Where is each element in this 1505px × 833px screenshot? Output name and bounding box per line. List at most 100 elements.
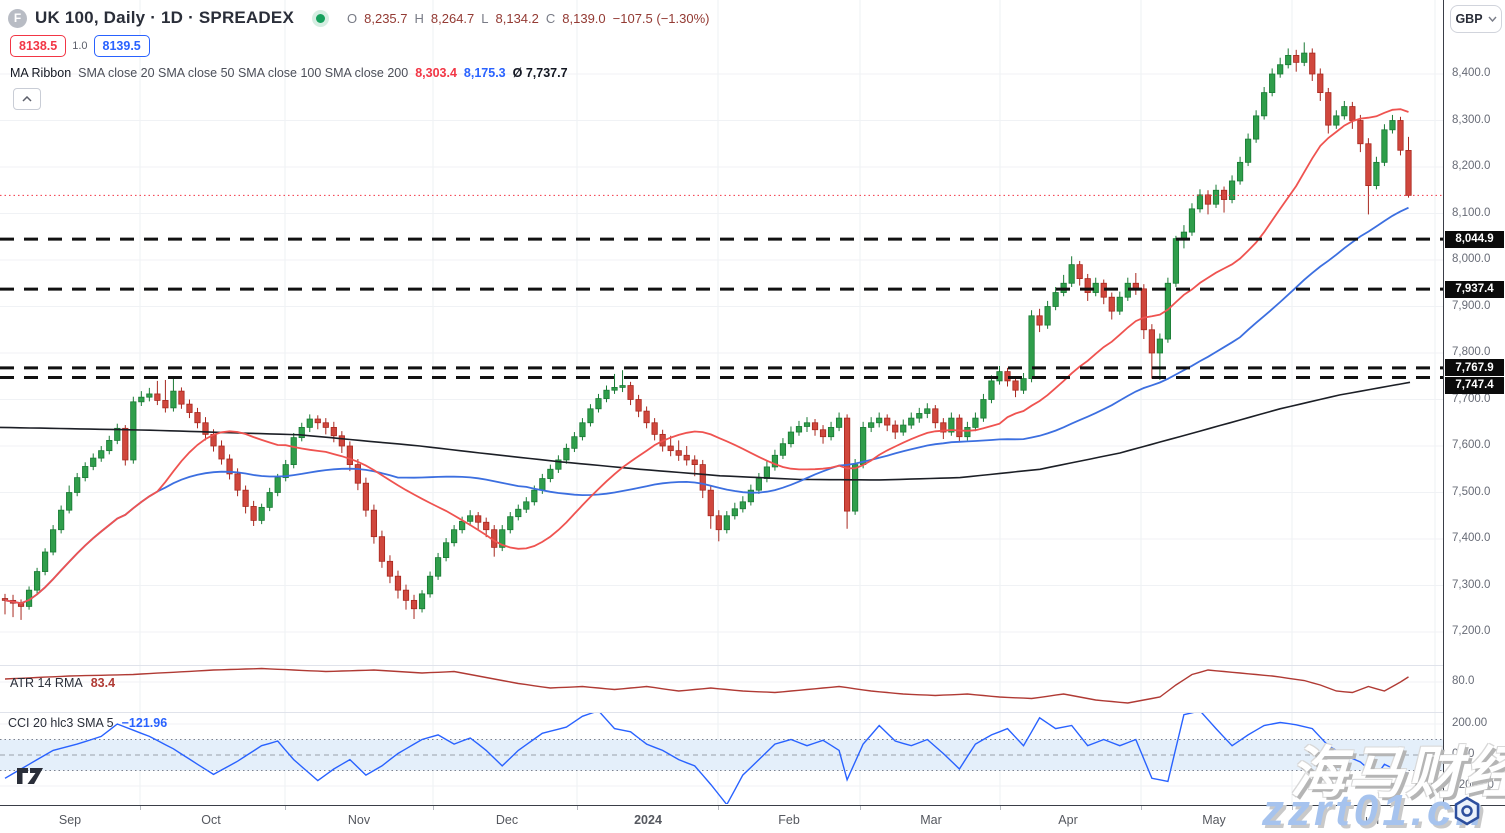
candle-up	[258, 506, 265, 521]
candle-up	[779, 443, 787, 456]
candle-down	[667, 445, 674, 452]
low-value: 8,134.2	[495, 10, 539, 26]
candle-down	[1349, 106, 1356, 121]
candle-down	[354, 464, 361, 484]
candle-up	[988, 380, 995, 400]
candle-up	[972, 417, 979, 428]
candle-up	[835, 417, 843, 428]
atr-line[interactable]	[4, 667, 1409, 704]
ma-ribbon-legend[interactable]: MA Ribbon SMA close 20 SMA close 50 SMA …	[10, 66, 568, 80]
collapse-legend-button[interactable]	[13, 88, 41, 110]
candle-down	[819, 429, 827, 438]
candle-down	[122, 427, 129, 461]
candle-down	[1140, 288, 1147, 331]
candle-up	[1156, 338, 1163, 354]
candle-up	[747, 489, 754, 503]
candle-down	[884, 417, 891, 426]
candle-down	[242, 489, 249, 507]
sma20-line[interactable]	[4, 108, 1409, 605]
symbol-title[interactable]: UK 100, Daily · 1D · SPREADEX	[35, 8, 294, 27]
candle-up	[459, 520, 466, 531]
candle-up	[755, 478, 762, 491]
candle-down	[956, 417, 963, 438]
candle-down	[1084, 278, 1091, 293]
candle-down	[1405, 149, 1412, 196]
time-tick-mark	[285, 806, 286, 810]
candle-up	[74, 477, 81, 493]
candle-up	[547, 468, 554, 479]
time-axis[interactable]: Sep Oct Nov Dec 2024 Feb Mar Apr May Jun	[0, 805, 1505, 833]
watermark-line1: 海马财经	[1290, 741, 1505, 804]
sell-button[interactable]: 8138.5	[10, 35, 67, 57]
time-tick-mark	[1000, 806, 1001, 810]
candle-up	[58, 509, 65, 531]
candle-up	[50, 529, 57, 553]
candle-down	[699, 464, 706, 491]
candle-down	[218, 445, 225, 460]
candle-down	[892, 424, 899, 433]
high-value: 8,264.7	[430, 10, 475, 26]
candle-up	[1381, 129, 1388, 163]
candle-up	[146, 393, 153, 398]
candle-up	[1212, 189, 1220, 205]
candle-up	[130, 401, 137, 461]
candle-down	[1309, 52, 1316, 75]
price-tick: 7,300.0	[1452, 578, 1491, 591]
cci-line[interactable]	[4, 711, 1409, 805]
candle-up	[1196, 194, 1204, 210]
time-tick-2024: 2024	[634, 813, 662, 827]
cci-scale-tick: 200.00	[1452, 717, 1488, 729]
cci-scale-tick: −200.00	[1452, 779, 1494, 791]
candle-down	[1, 598, 9, 601]
candle-up	[1333, 115, 1340, 126]
candle-down	[370, 509, 378, 538]
tradingview-logo-icon[interactable]	[16, 766, 46, 786]
candle-down	[362, 482, 370, 511]
chart-plot-area[interactable]	[0, 0, 1443, 805]
cci-legend[interactable]: CCI 20 hlc3 SMA 5 −121.96	[8, 716, 167, 730]
candle-down	[394, 575, 402, 591]
atr-legend[interactable]: ATR 14 RMA 83.4	[10, 676, 115, 690]
sma20-value: 8,303.4	[415, 66, 457, 80]
chevron-down-icon	[1488, 16, 1497, 22]
candle-up	[451, 529, 458, 544]
change-value: −107.5 (−1.30%)	[612, 10, 710, 26]
candle-up	[434, 557, 442, 577]
candle-down	[1204, 194, 1212, 205]
candle-up	[1245, 138, 1252, 163]
candle-up	[876, 417, 883, 424]
atr-value: 83.4	[90, 676, 116, 690]
open-value: 8,235.7	[364, 10, 408, 26]
low-label: L	[481, 10, 489, 26]
time-tick-mark	[860, 806, 861, 810]
buy-button[interactable]: 8139.5	[93, 35, 150, 57]
cci-title: CCI 20 hlc3 SMA 5	[8, 716, 114, 730]
candle-up	[523, 501, 530, 510]
candle-up	[1389, 120, 1396, 131]
candle-up	[306, 418, 313, 428]
price-axis[interactable]: GBP 8,400.0 8,300.0 8,200.0 8,100.0 8,000.0 7…	[1443, 0, 1505, 805]
pane-separator-atr[interactable]	[0, 665, 1443, 666]
candle-up	[170, 390, 177, 409]
candle-down	[322, 422, 329, 428]
market-status-dot-icon	[316, 13, 325, 23]
candle-up	[1269, 73, 1276, 94]
time-tick-oct: Oct	[201, 813, 221, 827]
candle-up	[1277, 64, 1284, 75]
atr-scale-tick: 80.0	[1452, 675, 1475, 687]
candle-up	[1285, 55, 1292, 66]
price-tick: 7,200.0	[1452, 625, 1491, 637]
candle-down	[202, 422, 209, 435]
sma200-line[interactable]	[0, 381, 1411, 481]
candle-up	[138, 396, 145, 403]
candle-down	[1108, 296, 1115, 312]
sma50-line[interactable]	[4, 206, 1409, 605]
watermark-hex-icon	[1454, 796, 1480, 826]
pane-separator-cci[interactable]	[0, 712, 1443, 713]
candle-down	[410, 599, 418, 610]
candle-down	[483, 521, 490, 531]
currency-button[interactable]: GBP	[1450, 5, 1502, 33]
watermark-line2: zzrt01.cn	[1262, 786, 1487, 833]
candle-up	[114, 427, 121, 441]
